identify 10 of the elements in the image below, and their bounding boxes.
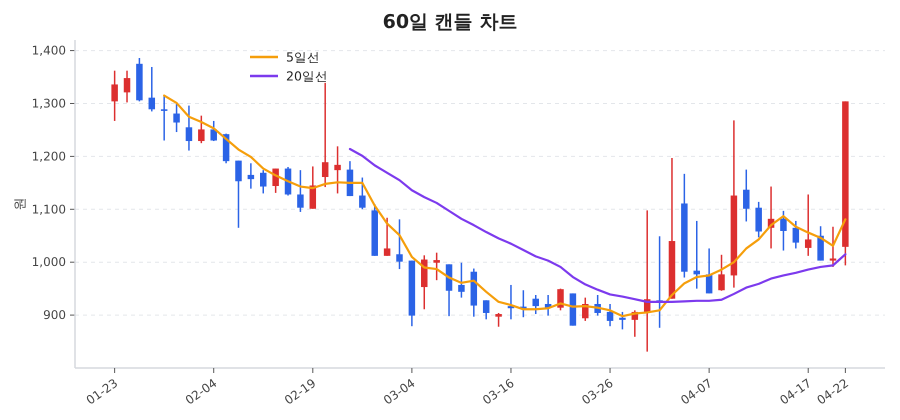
y-tick-label: 1,200: [32, 149, 66, 164]
y-axis-title: 원: [13, 198, 28, 210]
y-tick-label: 1,100: [32, 202, 66, 216]
chart-title: 60일 캔들 차트: [382, 11, 518, 33]
legend-label: 5일선: [286, 50, 320, 64]
y-tick-label: 1,000: [32, 255, 66, 270]
y-tick-label: 1,300: [32, 96, 66, 110]
legend-label: 20일선: [286, 68, 328, 84]
y-tick-label: 1,400: [32, 44, 66, 58]
y-tick-label: 900: [43, 308, 66, 322]
